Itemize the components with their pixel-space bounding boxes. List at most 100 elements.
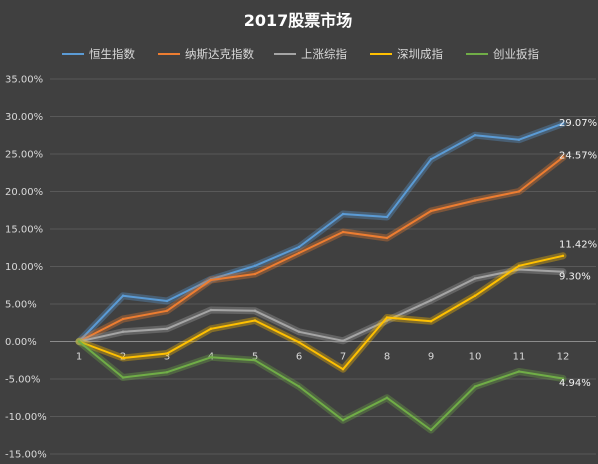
legend-label: 恒生指数 [89,47,135,61]
data-point [429,428,433,432]
data-point [253,319,257,322]
data-point [473,199,477,202]
data-point [341,419,345,422]
legend-item: 恒生指数 [62,47,135,61]
data-point [429,299,433,302]
data-point [561,156,565,159]
data-point [165,327,169,330]
y-tick-label: -10.00% [5,412,47,423]
series-lines [75,120,567,434]
data-point [165,299,169,303]
x-tick-label: 9 [428,352,434,363]
data-point [253,264,257,267]
data-point [121,317,125,321]
y-tick-label: 10.00% [5,262,43,273]
y-tick-label: -5.00% [5,375,40,386]
data-point [165,309,169,312]
legend-item: 纳斯达克指数 [158,47,254,61]
x-tick-label: 1 [76,352,82,363]
data-label: 9.30% [559,271,591,282]
data-point [253,359,257,362]
series-3 [75,266,567,345]
y-tick-label: -15.00% [5,450,47,461]
data-point [517,370,521,373]
data-point [121,330,125,333]
data-point [517,138,521,141]
data-point [473,294,477,297]
data-point [341,368,345,371]
series-5 [75,338,567,434]
legend-label: 纳斯达克指数 [185,47,254,61]
data-point [561,254,565,258]
series-line [78,340,564,431]
data-label: 4.94% [559,378,591,389]
data-point [121,356,125,360]
data-point [473,277,477,280]
data-label: 24.57% [559,151,597,162]
data-point [385,316,389,319]
series-line [78,268,564,343]
y-tick-label: 15.00% [5,225,43,236]
data-point [165,352,169,355]
legend-label: 创业扳指 [493,47,539,61]
x-tick-label: 5 [252,352,258,363]
data-point [341,230,345,234]
y-tick-label: 5.00% [5,300,37,311]
data-point [429,320,433,323]
series-1 [75,120,567,345]
data-point [385,215,389,219]
y-tick-label: 35.00% [5,75,43,86]
data-point [517,264,521,267]
x-tick-label: 6 [296,352,302,363]
data-point [561,122,565,125]
data-point [297,251,301,255]
x-tick-label: 7 [340,352,346,363]
data-point [341,212,345,216]
y-tick-label: 0.00% [5,337,37,348]
data-point [473,385,477,388]
legend: 恒生指数 纳斯达克指数 上涨综指 深圳成指 创业扳指 [62,47,539,61]
legend-item: 深圳成指 [370,47,443,61]
x-tick-label: 3 [164,352,170,363]
data-point [297,245,301,249]
series-line [78,156,564,343]
x-tick-label: 11 [513,352,526,363]
x-tick-label: 8 [384,352,390,363]
data-point [385,396,389,399]
data-point [561,270,565,273]
data-point [517,268,521,271]
data-point [297,341,301,344]
legend-label: 深圳成指 [397,47,443,61]
data-point [385,319,389,322]
y-tick-label: 30.00% [5,112,43,123]
chart-title: 2017股票市场 [244,11,353,30]
end-labels: 29.07% 24.57% 9.30% 11.42% 4.94% [559,118,597,389]
data-point [77,340,81,343]
data-label: 11.42% [559,239,597,250]
y-axis: 35.00% 30.00% 25.00% 20.00% 15.00% 10.00% 5.00… [5,75,47,461]
data-point [253,309,257,312]
series-line [78,254,564,371]
y-tick-label: 25.00% [5,150,43,161]
series-2 [75,153,567,345]
data-point [121,376,125,379]
data-point [165,371,169,374]
data-point [253,272,257,276]
data-point [297,385,301,388]
data-point [429,209,433,213]
series-line [78,122,564,343]
data-point [429,158,433,161]
legend-item: 上涨综指 [274,47,347,61]
data-point [209,308,213,312]
legend-item: 创业扳指 [466,47,539,61]
x-tick-label: 10 [469,352,482,363]
data-point [209,278,213,282]
data-point [385,236,389,240]
legend-label: 上涨综指 [301,47,347,61]
y-tick-label: 20.00% [5,187,43,198]
data-point [341,339,345,342]
data-point [209,356,213,359]
data-point [121,294,125,297]
data-point [561,377,565,380]
